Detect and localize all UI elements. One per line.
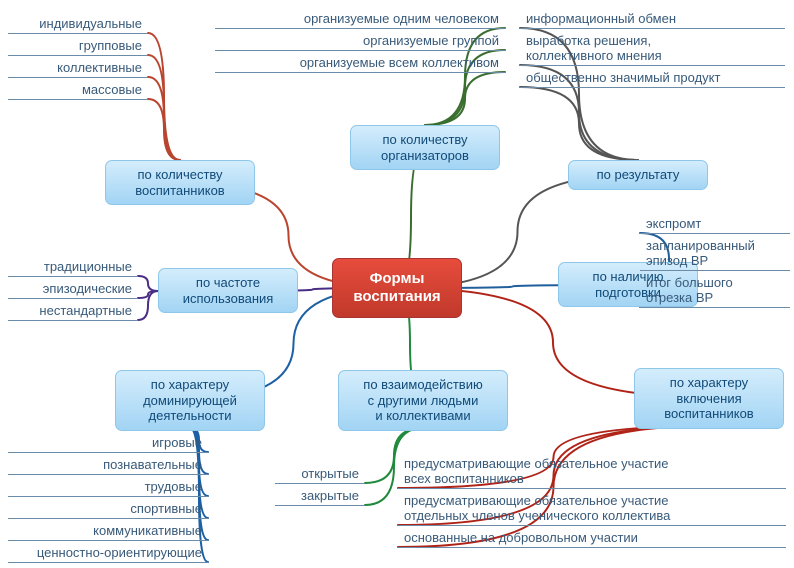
leaves-frequency: традиционные эпизодические нестандартные: [8, 258, 138, 321]
leaf-organizers-2: организуемые всем коллективом: [215, 54, 505, 73]
leaf-inclusion-2: основанные на добровольном участии: [398, 529, 786, 548]
leaf-dominant-2: трудовые: [8, 478, 208, 497]
leaves-pupils: индивидуальные групповые коллективные массо…: [8, 15, 148, 100]
leaf-result-1: выработка решения,коллективного мнения: [520, 32, 785, 66]
leaf-organizers-0: организуемые одним человеком: [215, 10, 505, 29]
leaf-pupils-1: групповые: [8, 37, 148, 56]
cat-result: по результату: [568, 160, 708, 190]
cat-inclusion: по характерувключениявоспитанников: [634, 368, 784, 429]
center-node: Формывоспитания: [332, 258, 462, 318]
leaves-result: информационный обмен выработка решения,ко…: [520, 10, 785, 88]
leaves-dominant: игровые познавательные трудовые спортивные к…: [8, 434, 208, 563]
leaf-interaction-1: закрытые: [275, 487, 365, 506]
leaf-dominant-0: игровые: [8, 434, 208, 453]
leaf-dominant-1: познавательные: [8, 456, 208, 475]
leaf-inclusion-1: предусматривающие обязательное участиеот…: [398, 492, 786, 526]
cat-pupils: по количествувоспитанников: [105, 160, 255, 205]
leaves-interaction: открытые закрытые: [275, 465, 365, 506]
leaf-pupils-0: индивидуальные: [8, 15, 148, 34]
leaf-dominant-4: коммуникативные: [8, 522, 208, 541]
leaf-inclusion-0: предусматривающие обязательное участиевс…: [398, 455, 786, 489]
leaf-frequency-1: эпизодические: [8, 280, 138, 299]
leaf-result-2: общественно значимый продукт: [520, 69, 785, 88]
leaf-prep-2: итог большогоотрезка ВР: [640, 274, 790, 308]
leaf-interaction-0: открытые: [275, 465, 365, 484]
leaf-result-0: информационный обмен: [520, 10, 785, 29]
cat-organizers: по количествуорганизаторов: [350, 125, 500, 170]
cat-interaction: по взаимодействиюс другими людьмии колле…: [338, 370, 508, 431]
leaf-prep-0: экспромт: [640, 215, 790, 234]
leaf-frequency-2: нестандартные: [8, 302, 138, 321]
leaf-frequency-0: традиционные: [8, 258, 138, 277]
leaf-dominant-3: спортивные: [8, 500, 208, 519]
cat-dominant: по характерудоминирующейдеятельности: [115, 370, 265, 431]
leaf-organizers-1: организуемые группой: [215, 32, 505, 51]
leaf-pupils-3: массовые: [8, 81, 148, 100]
leaf-dominant-5: ценностно-ориентирующие: [8, 544, 208, 563]
leaves-inclusion: предусматривающие обязательное участиевс…: [398, 455, 786, 548]
leaf-prep-1: запланированныйэпизод ВР: [640, 237, 790, 271]
cat-frequency: по частотеиспользования: [158, 268, 298, 313]
leaves-prep: экспромт запланированныйэпизод ВРитог бол…: [640, 215, 790, 308]
leaves-organizers: организуемые одним человеком организуемые…: [215, 10, 505, 73]
leaf-pupils-2: коллективные: [8, 59, 148, 78]
